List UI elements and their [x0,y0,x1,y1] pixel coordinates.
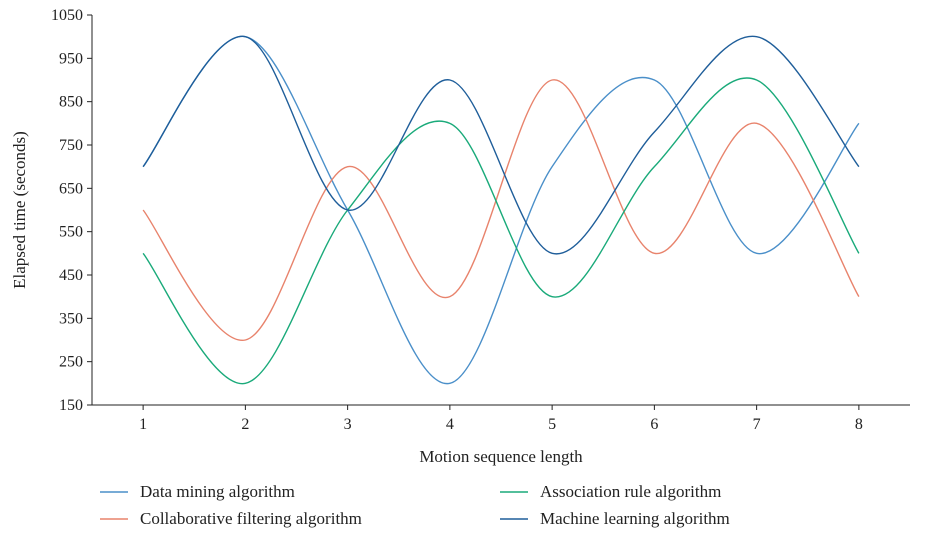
legend-label: Association rule algorithm [540,482,721,501]
y-axis-ticks: 150 250 350 450 550 650 750 850 950 1050 [51,7,92,414]
x-tick-label: 1 [139,416,147,433]
series-line-1 [142,35,860,385]
y-tick-label: 350 [59,310,83,327]
x-tick-label: 8 [855,416,863,433]
y-tick-label: 850 [59,94,83,111]
legend: Data mining algorithm Association rule al… [100,482,730,528]
x-axis-title: Motion sequence length [419,447,583,466]
legend-item: Collaborative filtering algorithm [100,509,362,528]
y-tick-label: 450 [59,267,83,284]
y-tick-label: 550 [59,224,83,241]
series-line-4 [142,35,860,255]
x-tick-label: 2 [241,416,249,433]
legend-item: Machine learning algorithm [500,509,730,528]
legend-item: Association rule algorithm [500,482,721,501]
y-tick-label: 650 [59,180,83,197]
series-lines [142,35,860,385]
y-tick-label: 1050 [51,7,83,24]
x-tick-label: 4 [446,416,454,433]
series-line-3 [142,77,860,385]
legend-label: Collaborative filtering algorithm [140,509,362,528]
axes [91,15,910,406]
x-tick-label: 5 [548,416,556,433]
y-tick-label: 250 [59,354,83,371]
x-tick-label: 3 [344,416,352,433]
y-tick-label: 950 [59,50,83,67]
legend-label: Data mining algorithm [140,482,295,501]
x-axis-ticks: 1 2 3 4 5 6 7 8 [139,405,863,433]
y-axis-title: Elapsed time (seconds) [10,131,29,289]
x-tick-label: 6 [650,416,658,433]
y-tick-label: 750 [59,137,83,154]
legend-item: Data mining algorithm [100,482,295,501]
legend-label: Machine learning algorithm [540,509,730,528]
series-line-2 [142,79,860,341]
x-tick-label: 7 [753,416,761,433]
y-tick-label: 150 [59,397,83,414]
